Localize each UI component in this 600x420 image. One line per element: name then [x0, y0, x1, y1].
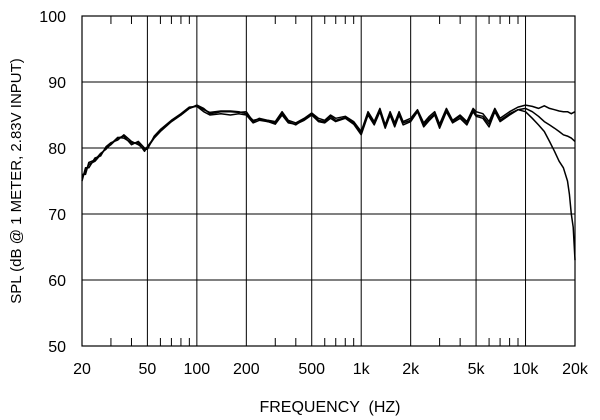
y-axis-label: SPL (dB @ 1 METER, 2.83V INPUT)	[8, 58, 25, 304]
x-tick-label: 10k	[513, 361, 540, 378]
x-tick-label: 100	[184, 361, 211, 378]
grid-lines	[81, 15, 576, 347]
x-tick-label: 200	[233, 361, 260, 378]
x-tick-label: 50	[138, 361, 156, 378]
x-tick-label: 500	[298, 361, 325, 378]
plot-frame	[81, 15, 576, 347]
series-lines	[81, 104, 576, 261]
x-tick-label: 5k	[468, 361, 486, 378]
y-tick-label: 60	[48, 273, 66, 290]
minor-ticks	[110, 16, 519, 346]
x-tick-label: 20k	[562, 361, 589, 378]
series-line-3	[82, 105, 576, 261]
x-tick-label: 1k	[353, 361, 371, 378]
x-tick-labels: 20 50 100 200 500 1k 2k 5k 10k 20k	[73, 361, 589, 378]
y-tick-label: 50	[48, 339, 66, 356]
y-tick-label: 70	[48, 207, 66, 224]
y-tick-label: 90	[48, 75, 66, 92]
x-tick-label: 2k	[402, 361, 420, 378]
y-tick-label: 100	[39, 9, 66, 26]
y-tick-labels: 50 60 70 80 90 100	[39, 9, 66, 356]
x-tick-label: 20	[73, 361, 91, 378]
y-tick-label: 80	[48, 141, 66, 158]
x-axis-label: FREQUENCY (HZ)	[259, 399, 400, 416]
series-line-1	[81, 104, 576, 179]
